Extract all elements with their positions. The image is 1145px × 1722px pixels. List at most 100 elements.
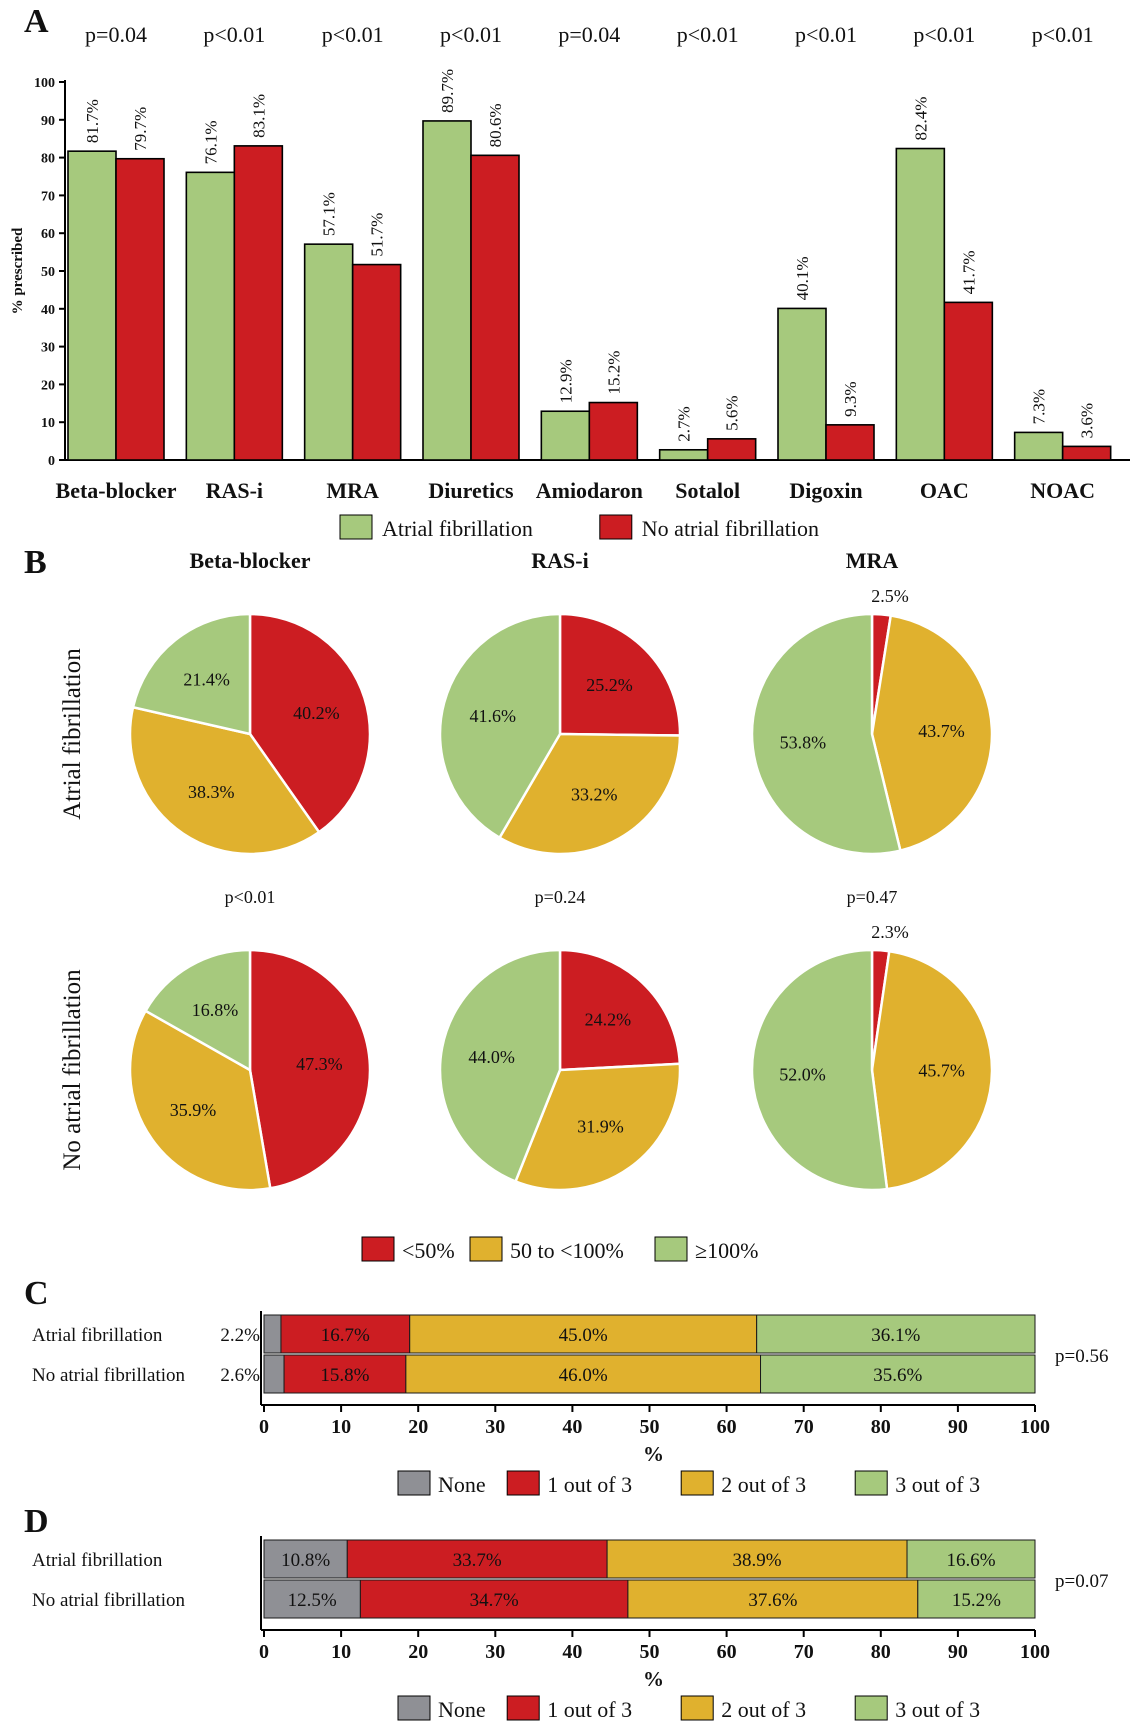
row-label-atrial-fibrillation: Atrial fibrillation xyxy=(32,1550,163,1571)
legend-swatch xyxy=(506,1695,540,1721)
y-tick-label: 100 xyxy=(34,76,55,91)
segment-1-out-of-3 xyxy=(280,1314,411,1354)
x-tick-label: 70 xyxy=(794,1416,814,1438)
x-tick-label: 60 xyxy=(717,1641,737,1663)
legend-swatch xyxy=(654,1236,688,1262)
segment-label: 16.6% xyxy=(946,1550,995,1571)
x-tick-label: 50 xyxy=(640,1416,660,1438)
bar-atrial-fibrillation-oac xyxy=(895,147,946,461)
bar-no-atrial-fibrillation-diuretics xyxy=(470,154,520,461)
pie-slice-label: 40.2% xyxy=(293,703,340,723)
x-tick-label: 50 xyxy=(640,1641,660,1663)
data-label: 80.6% xyxy=(486,103,505,147)
pie-slice-label: 38.3% xyxy=(188,782,235,802)
segment-label: 37.6% xyxy=(748,1590,797,1611)
legend-label: <50% xyxy=(402,1238,455,1263)
panel-label-d: D xyxy=(24,1503,49,1540)
pie-slice-50-to-100 xyxy=(128,705,321,856)
segment-none xyxy=(263,1314,282,1354)
x-tick-label-oac: OAC xyxy=(920,478,969,503)
p-value-label: p<0.01 xyxy=(1032,22,1094,47)
bar-atrial-fibrillation-sotalol xyxy=(658,448,709,461)
data-label: 51.7% xyxy=(368,213,387,257)
pie-slice-50 xyxy=(248,612,372,834)
legend-label: Atrial fibrillation xyxy=(382,516,533,541)
pie-slice-label: 24.2% xyxy=(585,1010,632,1030)
row-title-atrial-fibrillation: Atrial fibrillation xyxy=(59,648,86,820)
pie-slice-label: 44.0% xyxy=(468,1047,515,1067)
data-label: 83.1% xyxy=(249,94,268,138)
panel-label-c: C xyxy=(24,1275,49,1312)
x-tick-label-beta-blocker: Beta-blocker xyxy=(56,478,177,503)
bar-atrial-fibrillation-amiodaron xyxy=(540,410,591,461)
y-tick-label: 20 xyxy=(41,378,55,393)
bar-no-atrial-fibrillation-digoxin xyxy=(825,424,875,461)
bar-no-atrial-fibrillation-amiodaron xyxy=(588,401,639,461)
x-tick-label: 90 xyxy=(948,1416,968,1438)
p-value-label: p=0.24 xyxy=(535,887,586,907)
x-tick-label: 60 xyxy=(717,1416,737,1438)
x-tick-label: 40 xyxy=(562,1416,582,1438)
pie-slice-label: 31.9% xyxy=(577,1117,624,1137)
segment-3-out-of-3 xyxy=(760,1354,1036,1394)
p-value-label: p=0.56 xyxy=(1055,1346,1108,1367)
data-label: 3.6% xyxy=(1078,403,1097,438)
panel-label-b: B xyxy=(24,544,47,581)
segment-label: 2.6% xyxy=(220,1365,260,1386)
column-title-mra: MRA xyxy=(846,548,899,573)
segment-label: 38.9% xyxy=(733,1550,782,1571)
legend-label: ≥100% xyxy=(695,1238,758,1263)
panel-c-stacked-bars: Atrial fibrillation 2.2% 16.7% 45.0% 36.1% No… xyxy=(32,1311,1108,1497)
panel-d-stacked-bars: Atrial fibrillation 10.8% 33.7% 38.9% 16.6% N… xyxy=(32,1536,1108,1722)
x-tick-label-amiodaron: Amiodaron xyxy=(536,478,643,503)
pie-slice-label: 43.7% xyxy=(918,721,965,741)
legend-swatch xyxy=(854,1470,888,1496)
segment-2-out-of-3 xyxy=(627,1579,919,1619)
legend-label: 50 to <100% xyxy=(510,1238,624,1263)
data-label: 9.3% xyxy=(841,381,860,416)
x-tick-label: 0 xyxy=(259,1416,269,1438)
legend-label: None xyxy=(438,1697,486,1722)
segment-label: 15.8% xyxy=(320,1365,369,1386)
bar-no-atrial-fibrillation-beta-blocker xyxy=(115,157,165,461)
legend-swatch xyxy=(599,514,633,540)
data-label: 76.1% xyxy=(201,120,220,164)
x-tick-label: 100 xyxy=(1020,1641,1050,1663)
legend-label: 2 out of 3 xyxy=(721,1472,806,1497)
pie-slice-50-to-100 xyxy=(870,949,994,1191)
x-tick-label: 80 xyxy=(871,1416,891,1438)
pie-slice-label: 21.4% xyxy=(183,670,230,690)
panel-label-a: A xyxy=(24,3,49,40)
segment-1-out-of-3 xyxy=(359,1579,629,1619)
legend-swatch xyxy=(397,1695,431,1721)
bar-atrial-fibrillation-diuretics xyxy=(422,120,472,461)
p-value-label: p<0.01 xyxy=(322,22,384,47)
x-tick-label-mra: MRA xyxy=(326,478,379,503)
bar-atrial-fibrillation-noac xyxy=(1013,431,1064,461)
segment-label: 45.0% xyxy=(559,1325,608,1346)
segment-none xyxy=(263,1354,285,1394)
pie-slice-100 xyxy=(438,948,562,1184)
legend-swatch xyxy=(680,1695,714,1721)
legend-swatch xyxy=(361,1236,395,1262)
legend-swatch xyxy=(469,1236,503,1262)
p-value-label: p=0.04 xyxy=(85,22,147,47)
panel-b-pie-charts: Beta-blocker p<0.01 RAS-i p=0.24 MRA p=0.47 At… xyxy=(59,548,994,1263)
pie-slice-label: 2.3% xyxy=(871,922,909,942)
pie-slice-100 xyxy=(143,948,252,1073)
data-label: 82.4% xyxy=(911,97,930,141)
x-axis-title: % xyxy=(643,1442,664,1466)
y-tick-label: 80 xyxy=(41,152,55,167)
segment-3-out-of-3 xyxy=(917,1579,1036,1619)
x-tick-label: 100 xyxy=(1020,1416,1050,1438)
data-label: 79.7% xyxy=(131,107,150,151)
pie-slice-label: 35.9% xyxy=(170,1100,217,1120)
x-tick-label-noac: NOAC xyxy=(1030,478,1095,503)
pie-slice-50-to-100 xyxy=(128,1009,272,1192)
p-value-label: p<0.01 xyxy=(795,22,857,47)
legend-label: None xyxy=(438,1472,486,1497)
segment-3-out-of-3 xyxy=(906,1539,1036,1579)
column-title-beta-blocker: Beta-blocker xyxy=(190,548,311,573)
bar-atrial-fibrillation-digoxin xyxy=(777,307,827,461)
bar-no-atrial-fibrillation-mra xyxy=(351,263,402,461)
